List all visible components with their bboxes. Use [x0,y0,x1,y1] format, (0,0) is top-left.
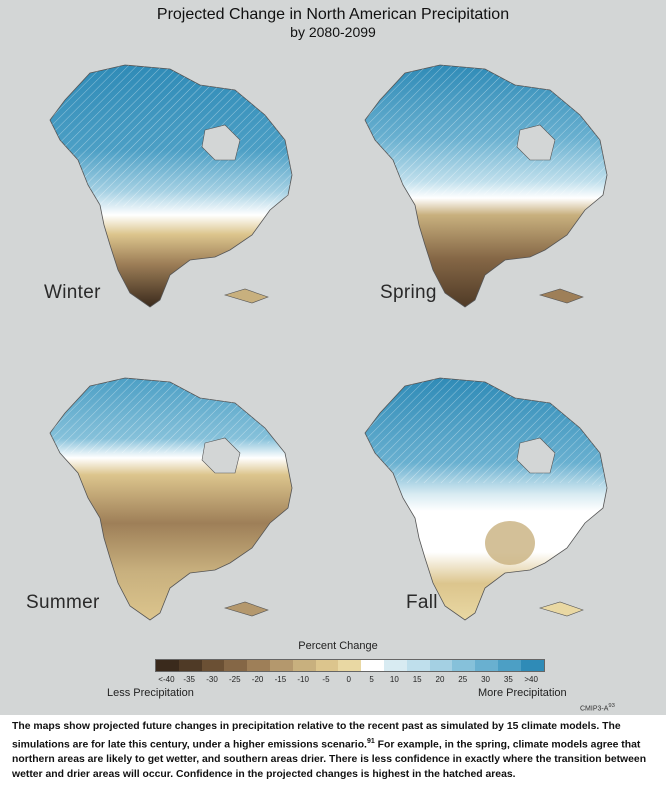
map-fall [345,358,645,648]
map-spring [345,45,645,335]
source-credit-label: CMIP3-A [580,705,609,713]
caption-text-2: For example, in the spring, climate mode… [12,739,647,781]
caption-text-1: The maps show projected future changes i… [12,721,621,751]
legend-swatch [429,660,453,671]
legend-swatch [178,660,202,671]
season-label-fall: Fall [406,592,438,613]
legend-swatch [269,660,293,671]
legend-swatch [475,660,498,671]
legend-title: Percent Change [298,640,378,652]
legend-swatch [383,660,407,671]
legend-tick-label: 20 [435,675,445,684]
map-winter [30,45,330,335]
legend-swatch [292,660,316,671]
legend-tick-label: -10 [297,675,309,684]
season-label-winter: Winter [44,282,101,303]
legend-tick-label: 5 [369,675,374,684]
map-summer [30,358,330,648]
legend-swatch [520,660,544,671]
map-spring-svg [364,64,608,308]
source-credit: CMIP3-A93 [580,703,615,712]
legend-tick-label: 0 [346,675,351,684]
legend-swatch [224,660,248,671]
figure-panel: Projected Change in North American Preci… [0,0,666,715]
legend-more-label: More Precipitation [478,687,567,699]
figure-caption: The maps show projected future changes i… [12,719,657,782]
map-summer-svg [49,377,293,621]
legend-tick-label: -15 [274,675,287,684]
legend-tick-label: 30 [481,675,490,684]
season-label-summer: Summer [26,592,100,613]
figure-title: Projected Change in North American Preci… [156,6,510,23]
legend-tick-label: <-40 [158,675,175,684]
legend-tick-label: 15 [412,675,422,684]
caption-footnote: 91 [366,738,375,745]
legend-swatch [361,660,384,671]
legend-tick-label: -20 [251,675,264,684]
legend-tick-label: 25 [458,675,468,684]
legend-swatch [201,660,225,671]
legend-tick-label: >40 [524,675,538,684]
legend-swatch [247,660,270,671]
source-credit-sup: 93 [608,703,615,709]
legend-swatch [452,660,476,671]
season-label-spring: Spring [380,282,437,303]
legend-swatch [406,660,430,671]
legend-tick-label: -35 [183,675,195,684]
legend-swatch [338,660,362,671]
legend-tick-label: 35 [503,675,513,684]
legend-ticks: <-40 -35 -30 -25 -20 -15 -10 -5 0 5 10 15 20 25 30 35 >4… [155,675,543,684]
legend-color-bar [155,659,545,672]
legend-less-label: Less Precipitation [107,687,194,699]
legend-tick-label: -25 [229,675,241,684]
legend-tick-label: -5 [322,675,330,684]
legend-tick-label: -30 [206,675,218,684]
map-winter-svg [49,64,293,308]
legend-swatch [315,660,339,671]
legend-tick-label: 10 [389,675,399,684]
map-fall-svg [364,377,608,621]
figure-subtitle: by 2080-2099 [290,24,376,40]
legend-swatch [497,660,521,671]
legend-swatch [156,660,179,671]
